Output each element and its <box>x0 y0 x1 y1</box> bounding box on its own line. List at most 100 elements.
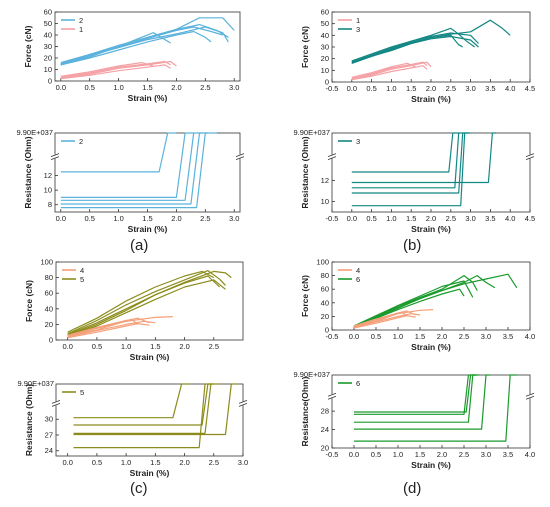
a-res-axis-break-gap <box>237 154 243 159</box>
c-force-ytick-label: 60 <box>45 289 53 298</box>
d-res-xtick-label: 2.0 <box>437 450 447 459</box>
a-force-xtick-label: 0.0 <box>56 83 66 92</box>
c-res-chart: 0.0 0.5 1.0 1.5 2.0 2.5 3.0 Strain (%) 24 27 30 9.9… <box>18 379 249 478</box>
a-force-xtick-label: 0.5 <box>84 83 94 92</box>
c-force-xtick-label: 1.0 <box>121 342 131 351</box>
d-res-xtick-label: 1.0 <box>393 450 403 459</box>
d-res-series-6-curve <box>354 374 491 430</box>
c-res-ytick-top-label: 9.90E+037 <box>18 379 55 388</box>
d-res-xtick-label: 2.5 <box>459 450 469 459</box>
c-force-series-4-curve <box>67 317 150 336</box>
c-force-ytick-label: 100 <box>40 258 53 267</box>
b-force-frame <box>331 11 531 83</box>
d-res-axis-break-mark <box>525 395 535 400</box>
d-force-xtick-label: 2.0 <box>437 332 447 341</box>
a-res-xtick-label: 3.0 <box>229 214 239 223</box>
a-res-xtick-label: 0.5 <box>84 214 94 223</box>
d-force-xtick-label: 4.0 <box>525 332 535 341</box>
b-res-series-3-curve <box>351 132 497 184</box>
d-force-xtick-label: 2.5 <box>459 332 469 341</box>
b-res-series-3-curve <box>351 132 469 194</box>
c-force-frame <box>55 261 244 341</box>
a-res-series-2-curve <box>60 132 209 205</box>
d-force-xtick-label: 0.0 <box>349 332 359 341</box>
a-force-ytick-label: 50 <box>44 19 52 28</box>
a-force-xlabel: Strain (%) <box>128 93 168 103</box>
d-force-xlabel: Strain (%) <box>411 342 451 352</box>
b-force-xtick-label: 3.0 <box>465 84 475 93</box>
a-force-xtick-label: 2.0 <box>171 83 181 92</box>
a-force-ylabel: Force (cN) <box>23 25 33 67</box>
b-res-xtick-label: 4.0 <box>505 214 515 223</box>
a-force-xtick-label: 1.0 <box>113 83 123 92</box>
b-res-legend-label: 3 <box>356 137 360 146</box>
d-force-xtick-label: 0.5 <box>371 332 381 341</box>
b-force-ytick-label: 60 <box>321 8 329 17</box>
b-force-ytick-label: 10 <box>321 66 329 75</box>
c-force-series-5-curve <box>67 270 215 333</box>
d-force-series-4-curve <box>353 310 416 327</box>
c-res-legend-label: 5 <box>80 388 84 397</box>
d-res-series-6-curve <box>354 374 478 413</box>
d-res-axis-break-mark <box>327 392 337 397</box>
b-force-ytick-label: 50 <box>321 19 329 28</box>
d-force-chart: -0.5 0.0 0.5 1.0 1.5 2.0 2.5 3.0 3.5 4.0 Strain (%… <box>300 258 535 353</box>
c-force-ylabel: Force (cN) <box>24 280 34 322</box>
d-res-axis-break-gap <box>527 394 533 399</box>
b-force-xtick-label: 2.0 <box>426 84 436 93</box>
c-force-series-5-curve <box>67 270 226 335</box>
c-res-axis-break-mark <box>51 402 61 407</box>
d-res-xtick-label: 0.0 <box>349 450 359 459</box>
b-force-ytick-label: 20 <box>321 54 329 63</box>
a-res-axis-break-mark <box>235 156 245 160</box>
c-force-xtick-label: 0.0 <box>62 342 72 351</box>
d-res-xtick-label: 1.5 <box>415 450 425 459</box>
b-force-legend-label: 1 <box>356 16 360 25</box>
c-res-axis-break-mark <box>238 399 248 404</box>
c-force-xtick-label: 0.5 <box>92 342 102 351</box>
d-res-xtick-label: 4.0 <box>525 450 535 459</box>
a-force-legend-label: 2 <box>79 16 83 25</box>
a-res-ytick-label: 12 <box>44 171 52 180</box>
a-force-series-2-curve <box>60 17 235 64</box>
d-res-xtick-label: 0.5 <box>371 450 381 459</box>
c-res-xtick-label: 1.5 <box>150 458 160 467</box>
d-force-series-4-curve <box>353 311 408 328</box>
a-res-axis-break-mark <box>50 153 60 157</box>
panel-label-d: (d) <box>403 480 422 497</box>
c-force-series-4-curve <box>67 323 150 339</box>
d-res-ytick-label: 20 <box>321 444 329 453</box>
c-force-series-5-curve <box>67 275 221 336</box>
b-res-axis-break-gap <box>329 154 335 159</box>
c-force-ytick-label: 20 <box>45 320 53 329</box>
c-force-xtick-label: 2.5 <box>209 342 219 351</box>
a-res-axis-break-mark <box>235 153 245 157</box>
d-res-chart: -0.5 0.0 0.5 1.0 1.5 2.0 2.5 3.0 3.5 4.0 Strain (%… <box>294 370 536 470</box>
a-res-chart: 0.0 0.5 1.0 1.5 2.0 2.5 3.0 Strain (%) 8 10 12 9.90… <box>17 128 245 234</box>
b-res-xtick-label: 1.0 <box>386 214 396 223</box>
a-res-xtick-label: 0.0 <box>56 214 66 223</box>
b-force-xtick-label: 0.5 <box>366 84 376 93</box>
d-force-xtick-label: 3.5 <box>503 332 513 341</box>
c-res-series-5-curve <box>73 383 238 436</box>
d-force-frame <box>331 261 531 331</box>
b-res-xtick-label: -0.5 <box>326 214 339 223</box>
b-res-ylabel: Resistance (Ohm) <box>300 136 310 208</box>
d-res-axis-break-gap <box>329 394 335 399</box>
a-force-ytick-label: 60 <box>44 8 52 17</box>
c-force-chart: 0.0 0.5 1.0 1.5 2.0 2.5 Strain (%) 0 20 40 60 80 100… <box>24 258 244 362</box>
b-force-series-1-curve <box>351 62 416 78</box>
d-force-ytick-label: 80 <box>321 271 329 280</box>
b-res-ytick-label: 10 <box>321 197 329 206</box>
a-res-xtick-label: 1.5 <box>142 214 152 223</box>
b-force-chart: -0.5 0.0 0.5 1.0 1.5 2.0 2.5 3.0 3.5 4.0 4.5 Strain… <box>300 8 535 105</box>
b-res-xtick-label: 4.5 <box>525 214 535 223</box>
b-res-series-3-curve <box>351 132 459 173</box>
a-res-ytick-label: 10 <box>44 186 52 195</box>
c-force-series-5-curve <box>67 279 226 337</box>
d-res-series-6-curve <box>354 374 517 442</box>
b-force-xtick-label: 1.5 <box>406 84 416 93</box>
c-res-ytick-label: 30 <box>45 415 53 424</box>
a-force-ytick-label: 20 <box>44 54 52 63</box>
